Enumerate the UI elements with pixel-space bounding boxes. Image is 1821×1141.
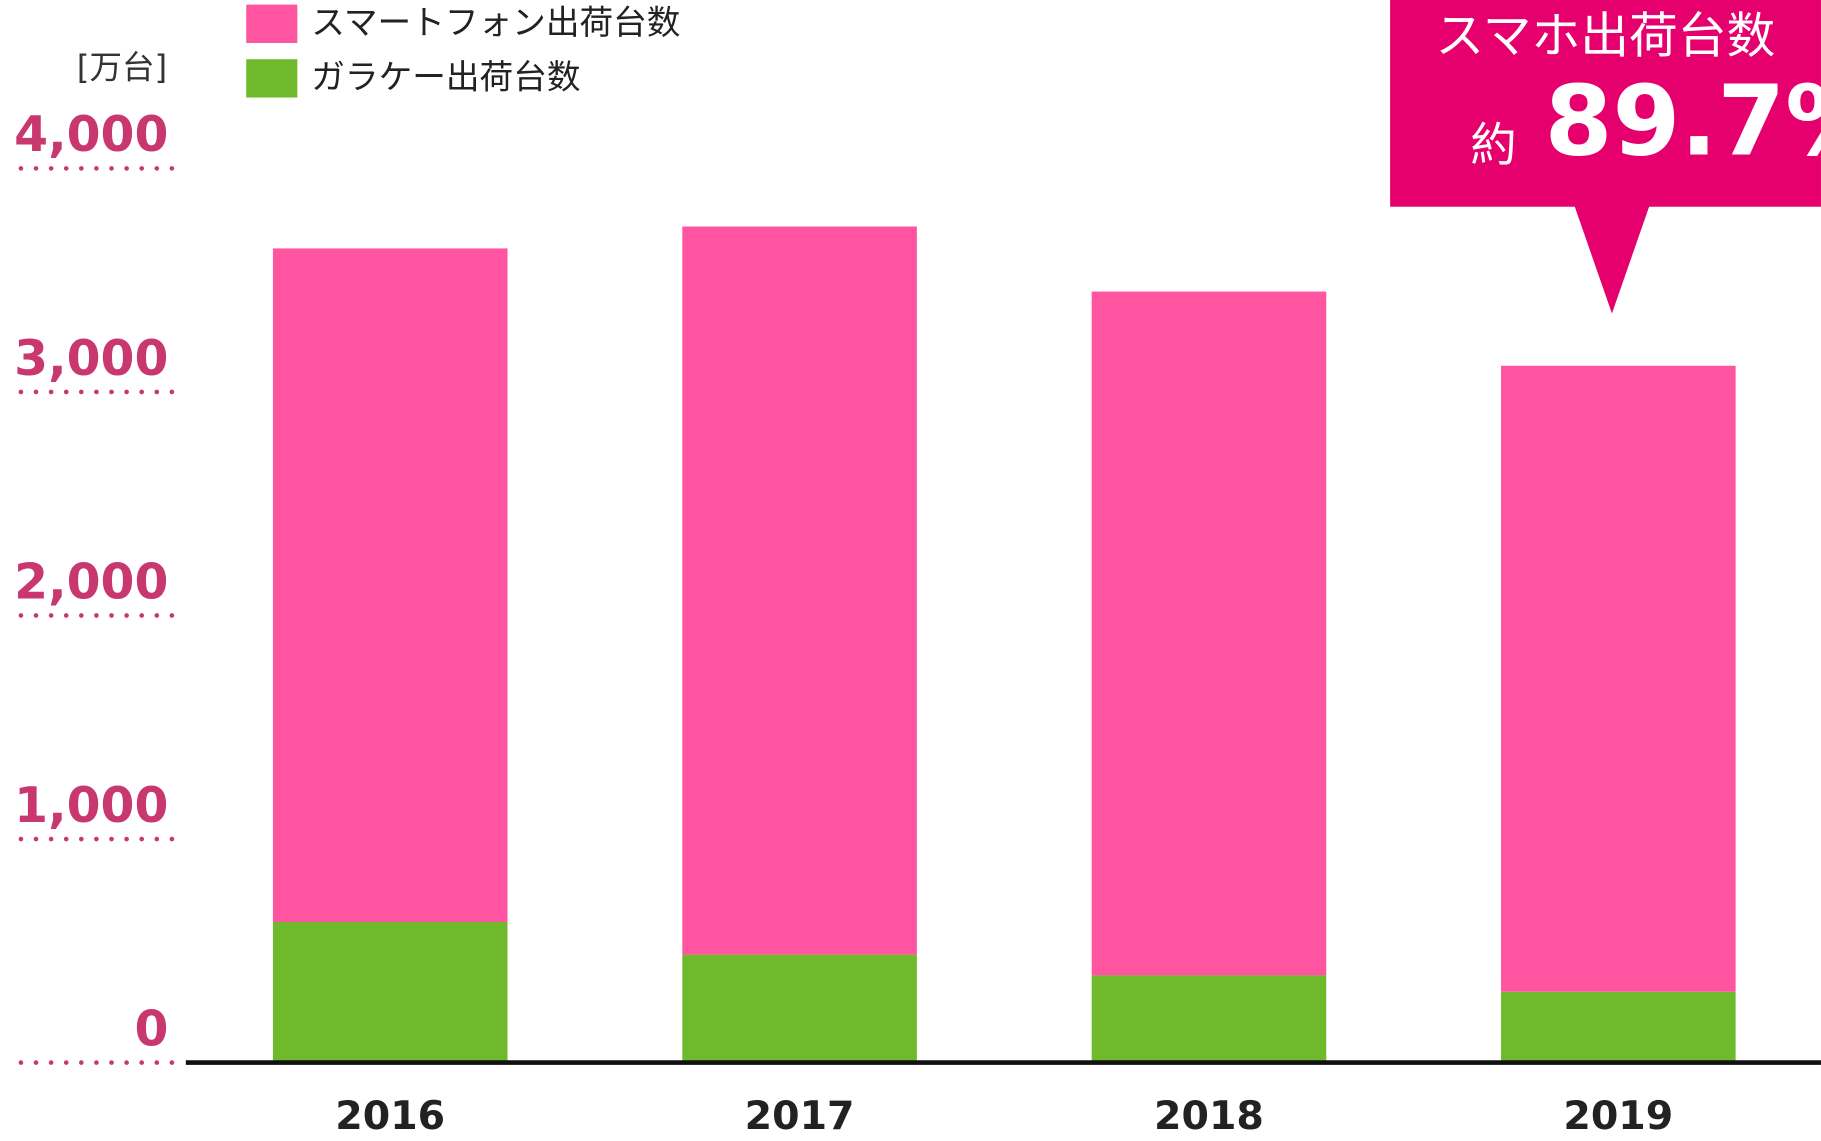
y-tick-label: 4,000 xyxy=(14,106,168,163)
callout-title: スマホ出荷台数 xyxy=(1435,7,1775,64)
x-tick-label: 2018 xyxy=(1154,1093,1264,1139)
bar-segment xyxy=(272,248,508,922)
bar-segment xyxy=(1501,365,1736,992)
bar-segment xyxy=(1501,991,1736,1063)
y-tick-label: 0 xyxy=(134,1000,168,1057)
legend-swatch xyxy=(246,4,298,43)
bar-segment xyxy=(682,226,917,955)
y-tick-label: 2,000 xyxy=(14,553,168,610)
y-axis-label: [万台] xyxy=(77,49,167,87)
x-tick-label: 2016 xyxy=(335,1093,445,1139)
callout-prefix: 約 xyxy=(1470,118,1516,172)
bar-segment xyxy=(272,921,508,1063)
y-tick-label: 3,000 xyxy=(14,330,168,387)
y-tick-label: 1,000 xyxy=(14,777,168,834)
legend-label: スマートフォン出荷台数 xyxy=(311,3,680,42)
legend-label: ガラケー出荷台数 xyxy=(311,57,580,96)
callout xyxy=(1390,0,1821,314)
x-tick-label: 2019 xyxy=(1563,1093,1673,1139)
legend-swatch xyxy=(246,59,298,98)
bar-segment xyxy=(1091,291,1327,976)
x-tick-label: 2017 xyxy=(745,1093,855,1139)
bar-segment xyxy=(682,954,917,1063)
bar-segment xyxy=(1091,975,1327,1063)
callout-value: 89.7% xyxy=(1545,65,1821,179)
